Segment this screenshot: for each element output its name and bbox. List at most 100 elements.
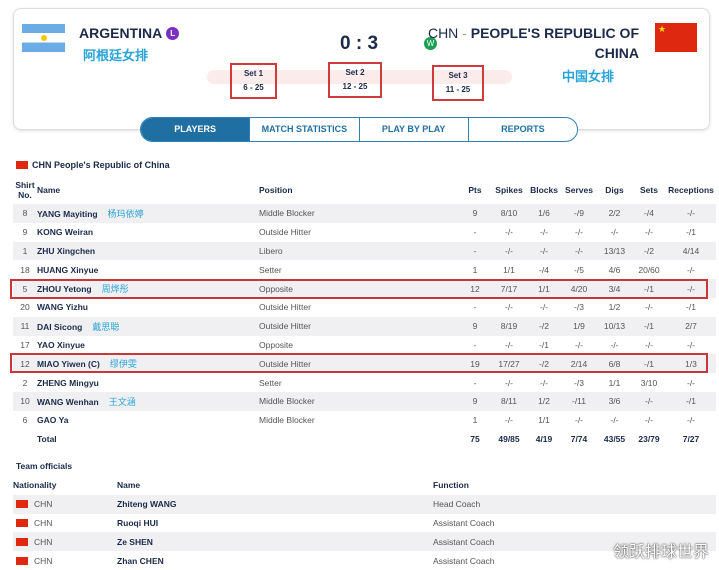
official-function: Assistant Coach bbox=[433, 555, 495, 566]
shirt-no: 9 bbox=[22, 227, 28, 238]
player-name-text: WANG Wenhan bbox=[37, 396, 99, 407]
stat-cell: - bbox=[459, 241, 491, 261]
player-name[interactable]: ZHOU Yetong 周烨彤 bbox=[37, 279, 259, 298]
stat-cell: - bbox=[473, 302, 477, 313]
stat-cell: -/- bbox=[504, 415, 514, 426]
stat-cell: 8/19 bbox=[491, 316, 527, 336]
col-digs: Digs bbox=[605, 185, 624, 195]
shirt-no: 20 bbox=[20, 302, 30, 313]
stat-cell: 1/1 bbox=[538, 415, 550, 426]
stat-cell: 3/10 bbox=[640, 377, 658, 388]
shirt-no: 17 bbox=[20, 339, 30, 350]
players-table: Shirt No. Name Position Pts Spikes Block… bbox=[13, 176, 716, 448]
away-team-name[interactable]: CHN - PEOPLE'S REPUBLIC OF bbox=[428, 25, 639, 41]
set-scores-bar bbox=[207, 70, 512, 84]
official-row: CHN Zhan CHEN Assistant Coach bbox=[13, 551, 716, 570]
official-name: Zhan CHEN bbox=[117, 555, 164, 566]
tab-play-by-play[interactable]: PLAY BY PLAY bbox=[358, 118, 468, 141]
player-name[interactable]: ZHENG Mingyu bbox=[37, 373, 259, 392]
position: Outside Hitter bbox=[259, 227, 311, 238]
player-name[interactable]: GAO Ya bbox=[37, 411, 259, 430]
position: Libero bbox=[259, 241, 459, 261]
player-name[interactable]: WANG Wenhan 王文涵 bbox=[37, 391, 259, 411]
table-row[interactable]: 8 YANG Mayiting 杨玛依婷 Middle Blocker 9 8/10 1… bbox=[13, 204, 716, 223]
stat-cell: -/- bbox=[666, 279, 716, 298]
tab-players[interactable]: PLAYERS bbox=[141, 118, 250, 141]
player-name[interactable]: MIAO Yiwen (C) 缪伊雯 bbox=[37, 354, 259, 374]
stat-cell: 2/14 bbox=[561, 354, 597, 374]
table-row[interactable]: 1 ZHU Xingchen Libero - -/- -/- -/- 13/13 -/2 4… bbox=[13, 241, 716, 261]
total-label: Total bbox=[37, 433, 57, 444]
tab-reports[interactable]: REPORTS bbox=[467, 118, 577, 141]
tab-match-statistics[interactable]: MATCH STATISTICS bbox=[249, 118, 358, 141]
home-team-cn: 阿根廷女排 bbox=[83, 48, 149, 63]
stat-cell: -/3 bbox=[574, 377, 584, 388]
stat-cell: 8/10 bbox=[491, 204, 527, 223]
player-name[interactable]: KONG Weiran bbox=[37, 223, 259, 242]
team-title-text: CHN People's Republic of China bbox=[32, 160, 170, 170]
total-cell: 43/55 bbox=[603, 433, 626, 444]
stat-cell: -/- bbox=[491, 241, 527, 261]
table-row[interactable]: 6 GAO Ya Middle Blocker 1 -/- 1/1 -/- -/- -/- -… bbox=[13, 411, 716, 430]
stat-cell: -/- bbox=[686, 339, 696, 350]
stat-cell: 7/17 bbox=[491, 279, 527, 298]
table-row[interactable]: 12 MIAO Yiwen (C) 缪伊雯 Outside Hitter 19 17/… bbox=[13, 354, 716, 374]
player-name-text: DAI Sicong bbox=[37, 321, 83, 332]
table-row[interactable]: 2 ZHENG Mingyu Setter - -/- -/- -/3 1/1 3/10 -/… bbox=[13, 373, 716, 392]
shirt-no: 12 bbox=[13, 354, 37, 374]
player-name-text: HUANG Xinyue bbox=[37, 264, 99, 275]
officials-title: Team officials bbox=[16, 461, 73, 471]
table-row[interactable]: 17 YAO Xinyue Opposite - -/- -/1 -/- -/- -/- -/… bbox=[13, 336, 716, 355]
table-row[interactable]: 11 DAI Sicong 戴思聪 Outside Hitter 9 8/19 -/2 1… bbox=[13, 316, 716, 336]
official-function: Head Coach bbox=[433, 494, 716, 514]
nationality-code: CHN bbox=[34, 517, 53, 528]
stat-cell: 19 bbox=[459, 354, 491, 374]
stat-cell: -/- bbox=[504, 339, 514, 350]
total-row: Total 75 49/85 4/19 7/74 43/55 23/79 7/27 bbox=[13, 430, 716, 449]
official-row: CHN Ruoqi HUI Assistant Coach bbox=[13, 514, 716, 533]
player-name[interactable]: YANG Mayiting 杨玛依婷 bbox=[37, 204, 259, 223]
table-row[interactable]: 18 HUANG Xinyue Setter 1 1/1 -/4 -/5 4/6 20/60… bbox=[13, 260, 716, 279]
shirt-no: 11 bbox=[13, 316, 37, 336]
table-row[interactable]: 10 WANG Wenhan 王文涵 Middle Blocker 9 8/11 1/2… bbox=[13, 391, 716, 411]
away-team-cn: 中国女排 bbox=[562, 69, 615, 84]
officials-table: Nationality Name Function CHN Zhiteng WANG… bbox=[13, 476, 716, 570]
stat-cell: -/- bbox=[644, 339, 654, 350]
set-score: 6 - 25 bbox=[243, 83, 264, 92]
player-name[interactable]: DAI Sicong 戴思聪 bbox=[37, 316, 259, 336]
set-3: Set 3 11 - 25 bbox=[432, 65, 484, 101]
table-row[interactable]: 5 ZHOU Yetong 周烨彤 Opposite 12 7/17 1/1 4/20 3/… bbox=[13, 279, 716, 298]
stat-cell: 1/9 bbox=[561, 316, 597, 336]
total-cell: 49/85 bbox=[498, 433, 520, 444]
stat-cell: 3/6 bbox=[597, 391, 632, 411]
nationality-code: CHN bbox=[34, 536, 53, 547]
stat-cell: 6/8 bbox=[597, 354, 632, 374]
loss-badge: L bbox=[166, 27, 180, 40]
set-2: Set 2 12 - 25 bbox=[328, 62, 382, 98]
player-name[interactable]: YAO Xinyue bbox=[37, 336, 259, 355]
player-name-text: WANG Yizhu bbox=[37, 302, 88, 313]
away-name: PEOPLE'S REPUBLIC OF bbox=[470, 25, 639, 41]
stat-cell: -/- bbox=[504, 377, 514, 388]
stat-cell: -/- bbox=[527, 241, 561, 261]
player-name[interactable]: WANG Yizhu bbox=[37, 298, 259, 317]
player-name[interactable]: HUANG Xinyue bbox=[37, 260, 259, 279]
official-row: CHN Ze SHEN Assistant Coach bbox=[13, 532, 716, 552]
stat-cell: 2/2 bbox=[597, 204, 632, 223]
table-row[interactable]: 20 WANG Yizhu Outside Hitter - -/- -/- -/3 1/… bbox=[13, 298, 716, 317]
table-row[interactable]: 9 KONG Weiran Outside Hitter - -/- -/- -/- -/… bbox=[13, 223, 716, 242]
player-name[interactable]: ZHU Xingchen bbox=[37, 241, 259, 261]
stat-cell: 9 bbox=[459, 316, 491, 336]
stat-cell: -/1 bbox=[632, 354, 666, 374]
player-name-text: YANG Mayiting bbox=[37, 208, 98, 219]
stat-cell: 10/13 bbox=[597, 316, 632, 336]
player-name-text: GAO Ya bbox=[37, 415, 69, 426]
position: Middle Blocker bbox=[259, 415, 315, 426]
player-name-text: KONG Weiran bbox=[37, 227, 94, 238]
stat-cell: 1 bbox=[472, 415, 478, 426]
stat-cell: -/- bbox=[574, 415, 584, 426]
col-nationality: Nationality bbox=[13, 480, 57, 491]
col-spikes: Spikes bbox=[495, 185, 523, 195]
col-shirt: Shirt No. bbox=[15, 180, 35, 200]
home-team-name[interactable]: ARGENTINA L bbox=[79, 25, 180, 41]
